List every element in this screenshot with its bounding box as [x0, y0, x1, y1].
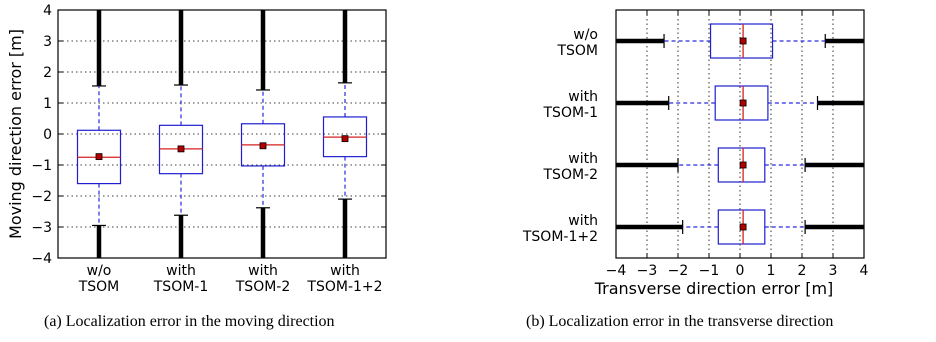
x-tick-label: TSOM-1: [153, 279, 209, 295]
y-axis-label: Moving direction error [m]: [6, 29, 25, 239]
caption-a: (a) Localization error in the moving dir…: [44, 313, 335, 330]
panel-a-moving-direction: −4−3−2−101234w/oTSOMwithTSOM-1withTSOM-2…: [6, 3, 387, 295]
x-tick-label: with: [166, 263, 196, 279]
x-tick-label: −4: [606, 263, 627, 279]
plot-frame: [57, 9, 387, 259]
x-tick-label: 3: [829, 263, 838, 279]
y-tick-label: TSOM-2: [543, 167, 599, 183]
x-tick-label: TSOM: [78, 279, 120, 295]
x-tick-label: 2: [798, 263, 807, 279]
x-axis-label: Transverse direction error [m]: [594, 279, 834, 298]
x-tick-label: TSOM-2: [235, 279, 291, 295]
y-tick-label: 3: [43, 34, 52, 50]
mean-marker: [259, 142, 267, 150]
caption-b: (b) Localization error in the transverse…: [526, 313, 834, 330]
mean-marker: [739, 37, 747, 45]
y-tick-label: −4: [31, 251, 52, 267]
y-tick-label: with: [568, 151, 598, 167]
y-tick-label: −1: [31, 158, 52, 174]
box: [714, 85, 769, 121]
y-tick-label: −2: [31, 189, 52, 205]
x-tick-label: −3: [637, 263, 658, 279]
box: [709, 23, 774, 59]
y-tick-label: with: [568, 89, 598, 105]
y-tick-label: 1: [43, 96, 52, 112]
y-tick-label: TSOM: [556, 43, 598, 59]
mean-marker: [341, 135, 349, 143]
mean-marker: [95, 153, 103, 161]
y-tick-label: with: [568, 213, 598, 229]
mean-marker: [739, 223, 747, 231]
x-tick-label: w/o: [87, 263, 112, 279]
x-tick-label: 1: [767, 263, 776, 279]
x-tick-label: TSOM-1+2: [306, 279, 382, 295]
mean-marker: [177, 145, 185, 153]
mean-marker: [739, 99, 747, 107]
y-tick-label: 4: [43, 3, 52, 19]
y-tick-label: TSOM-1: [543, 105, 599, 121]
panel-b-transverse-direction: −4 −3 −2 −1 0 1 2 3 4w/oTSOMwithTSOM-1withTSOM-2…: [522, 9, 869, 298]
x-tick-label: −1: [699, 263, 720, 279]
x-tick-label: 4: [860, 263, 869, 279]
box: [717, 209, 766, 245]
mean-marker: [739, 161, 747, 169]
x-tick-label: with: [330, 263, 360, 279]
box: [717, 147, 766, 183]
y-tick-label: 2: [43, 65, 52, 81]
y-tick-label: TSOM-1+2: [522, 229, 598, 245]
y-tick-label: 0: [43, 127, 52, 143]
x-tick-label: 0: [736, 263, 745, 279]
y-tick-label: w/o: [573, 27, 598, 43]
plot-frame: [615, 9, 865, 259]
y-tick-label: −3: [31, 220, 52, 236]
x-tick-label: with: [248, 263, 278, 279]
x-tick-label: −2: [668, 263, 689, 279]
